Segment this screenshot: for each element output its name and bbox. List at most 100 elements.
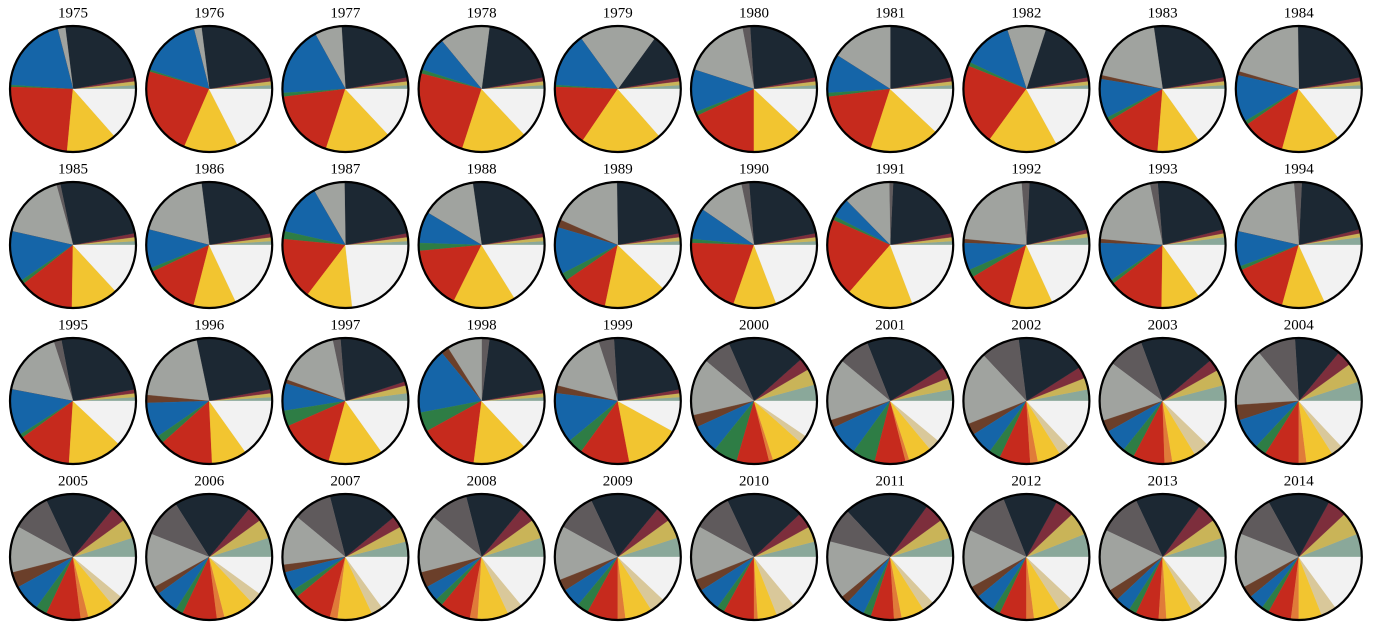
pie-outline bbox=[281, 24, 410, 154]
pie-chart: 1985 bbox=[8, 161, 138, 310]
pie-outline bbox=[8, 492, 138, 622]
pie-title: 1988 bbox=[467, 161, 497, 177]
pie-outline bbox=[417, 336, 546, 466]
pie-chart: 2006 bbox=[145, 473, 274, 622]
pie-chart: 2009 bbox=[553, 473, 682, 622]
pie-title: 1977 bbox=[330, 5, 361, 21]
pie-outline bbox=[281, 492, 410, 622]
pie-outline bbox=[8, 180, 138, 310]
pie-chart: 1992 bbox=[962, 161, 1091, 310]
pie-chart: 2002 bbox=[962, 317, 1091, 466]
pie-chart: 1976 bbox=[145, 5, 274, 154]
pie-outline bbox=[8, 24, 138, 154]
pie-chart: 1980 bbox=[689, 5, 819, 154]
pie-chart: 2007 bbox=[281, 473, 410, 622]
pie-outline bbox=[145, 336, 274, 466]
pie-outline bbox=[1234, 336, 1363, 466]
pie-outline bbox=[689, 492, 819, 622]
pie-title: 2009 bbox=[603, 473, 633, 489]
pie-outline bbox=[1098, 336, 1227, 466]
pie-outline bbox=[962, 24, 1091, 154]
pie-title: 2014 bbox=[1284, 473, 1315, 489]
pie-outline bbox=[281, 336, 410, 466]
pie-outline bbox=[826, 180, 955, 310]
pie-title: 2007 bbox=[330, 473, 361, 489]
pie-outline bbox=[145, 180, 274, 310]
pie-chart: 1975 bbox=[8, 5, 138, 154]
pie-outline bbox=[417, 180, 546, 310]
pie-chart: 1978 bbox=[417, 5, 546, 154]
pie-title: 1997 bbox=[330, 317, 361, 333]
pie-outline bbox=[1234, 24, 1363, 154]
pie-title: 1978 bbox=[467, 5, 497, 21]
pie-slice bbox=[9, 86, 74, 152]
pie-outline bbox=[8, 336, 138, 466]
pie-chart: 2001 bbox=[826, 317, 955, 466]
pie-chart: 1989 bbox=[553, 161, 682, 310]
pie-outline bbox=[1234, 180, 1363, 310]
pie-title: 1996 bbox=[194, 317, 225, 333]
pie-outline bbox=[962, 336, 1091, 466]
pie-title: 2004 bbox=[1284, 317, 1315, 333]
pie-title: 2003 bbox=[1148, 317, 1178, 333]
pie-outline bbox=[417, 492, 546, 622]
pie-chart: 1982 bbox=[962, 5, 1091, 154]
pie-outline bbox=[281, 180, 410, 310]
pie-chart: 1997 bbox=[281, 317, 410, 466]
pie-chart: 1987 bbox=[281, 161, 410, 310]
pie-title: 1979 bbox=[603, 5, 633, 21]
pie-title: 2001 bbox=[875, 317, 905, 333]
pie-title: 1984 bbox=[1284, 5, 1315, 21]
pie-title: 1987 bbox=[330, 161, 361, 177]
pie-title: 1980 bbox=[739, 5, 769, 21]
pie-title: 1993 bbox=[1148, 161, 1178, 177]
pie-title: 2000 bbox=[739, 317, 769, 333]
pie-title: 1982 bbox=[1011, 5, 1041, 21]
pie-title: 2013 bbox=[1148, 473, 1178, 489]
pie-chart: 1988 bbox=[417, 161, 546, 310]
pie-outline bbox=[1234, 492, 1363, 622]
pie-title: 1992 bbox=[1011, 161, 1041, 177]
pie-chart: 2013 bbox=[1098, 473, 1227, 622]
pie-title: 2012 bbox=[1011, 473, 1041, 489]
pie-title: 1976 bbox=[194, 5, 225, 21]
pie-title: 1991 bbox=[875, 161, 905, 177]
pie-chart: 1999 bbox=[553, 317, 682, 466]
pie-title: 2011 bbox=[875, 473, 904, 489]
pie-title: 1986 bbox=[194, 161, 225, 177]
pie-outline bbox=[689, 180, 819, 310]
pie-title: 1998 bbox=[467, 317, 497, 333]
pie-chart: 1991 bbox=[826, 161, 955, 310]
pie-chart: 1994 bbox=[1234, 161, 1363, 310]
pie-outline bbox=[826, 492, 955, 622]
pie-title: 2005 bbox=[58, 473, 88, 489]
pie-outline bbox=[962, 492, 1091, 622]
pie-chart: 1983 bbox=[1098, 5, 1227, 154]
pie-title: 1989 bbox=[603, 161, 633, 177]
pie-chart: 2005 bbox=[8, 473, 138, 622]
pie-outline bbox=[1098, 492, 1227, 622]
pie-outline bbox=[145, 24, 274, 154]
pie-chart: 2011 bbox=[826, 473, 955, 622]
pie-outline bbox=[689, 24, 819, 154]
pie-title: 2008 bbox=[467, 473, 497, 489]
pie-chart: 1981 bbox=[826, 5, 955, 154]
pie-title: 1999 bbox=[603, 317, 633, 333]
pie-outline bbox=[553, 24, 682, 154]
pie-chart: 1993 bbox=[1098, 161, 1227, 310]
pie-outline bbox=[553, 180, 682, 310]
pie-chart: 2014 bbox=[1234, 473, 1363, 622]
pie-chart: 2012 bbox=[962, 473, 1091, 622]
pie-chart: 1986 bbox=[145, 161, 274, 310]
pie-outline bbox=[826, 336, 955, 466]
pie-outline bbox=[553, 492, 682, 622]
pie-chart: 1998 bbox=[417, 317, 546, 466]
pie-outline bbox=[1098, 24, 1227, 154]
pie-title: 1995 bbox=[58, 317, 88, 333]
pie-chart: 2004 bbox=[1234, 317, 1363, 466]
pie-title: 1983 bbox=[1148, 5, 1178, 21]
pie-outline bbox=[417, 24, 546, 154]
pie-outline bbox=[962, 180, 1091, 310]
